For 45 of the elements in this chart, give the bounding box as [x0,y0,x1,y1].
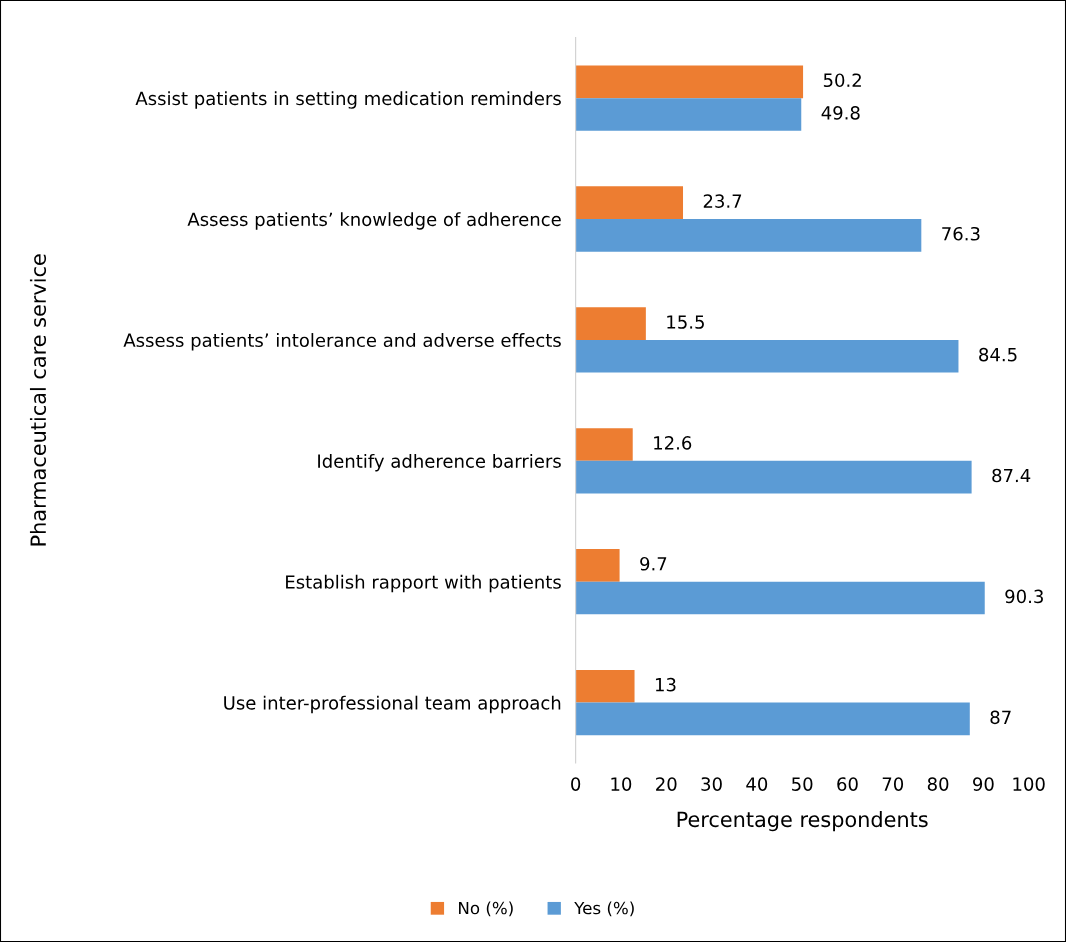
x-tick-label: 30 [701,777,722,791]
x-tick-label: 80 [927,777,949,791]
data-label: 50.2 [823,73,861,88]
y-tick-label: Assist patients in setting medication reminders [135,91,561,109]
bar [575,549,620,582]
x-tick-label: 0 [571,777,581,791]
bar [575,186,684,220]
x-tick-label: 40 [746,777,768,791]
x-tick-label: 20 [656,777,677,791]
x-tick-label: 10 [611,777,632,791]
bar [575,65,804,99]
data-label: 84.5 [979,347,1017,362]
y-tick-label: Identify adherence barriers [318,453,561,472]
x-tick-label: 60 [837,777,858,791]
bar [575,339,959,373]
y-tick-label: Establish rapport with patients [286,574,561,593]
data-label: 90.3 [1005,589,1043,604]
legend-label: Yes (%) [574,901,634,917]
x-tick-label: 100 [1013,777,1045,791]
x-tick-label: 70 [882,777,904,791]
data-label: 13 [655,677,676,692]
y-axis-title: Pharmaceutical care service [29,254,47,546]
data-label: 87.4 [992,468,1031,483]
bar [575,460,972,494]
bar [575,219,922,252]
bar [575,669,635,703]
data-label: 23.7 [703,194,742,208]
y-tick-label: Assess patients’ knowledge of adherence [187,212,561,230]
x-axis-title: Percentage respondents [677,811,928,832]
bar [575,428,633,461]
x-tick-label: 90 [973,777,994,791]
data-label: 87 [990,710,1011,725]
data-label: 76.3 [942,226,980,241]
bar [575,98,802,131]
data-label: 12.6 [654,436,692,450]
y-tick-label: Assess patients’ intolerance and adverse effects [123,333,561,351]
x-tick-label: 50 [792,777,813,791]
data-label: 15.5 [667,315,704,329]
data-label: 9.7 [640,556,667,571]
bar [575,581,985,615]
bar [575,307,646,340]
data-label: 49.8 [821,106,860,120]
bar [575,702,970,736]
legend-label: No (%) [459,901,513,917]
y-tick-label: Use inter-professional team approach [224,695,561,714]
